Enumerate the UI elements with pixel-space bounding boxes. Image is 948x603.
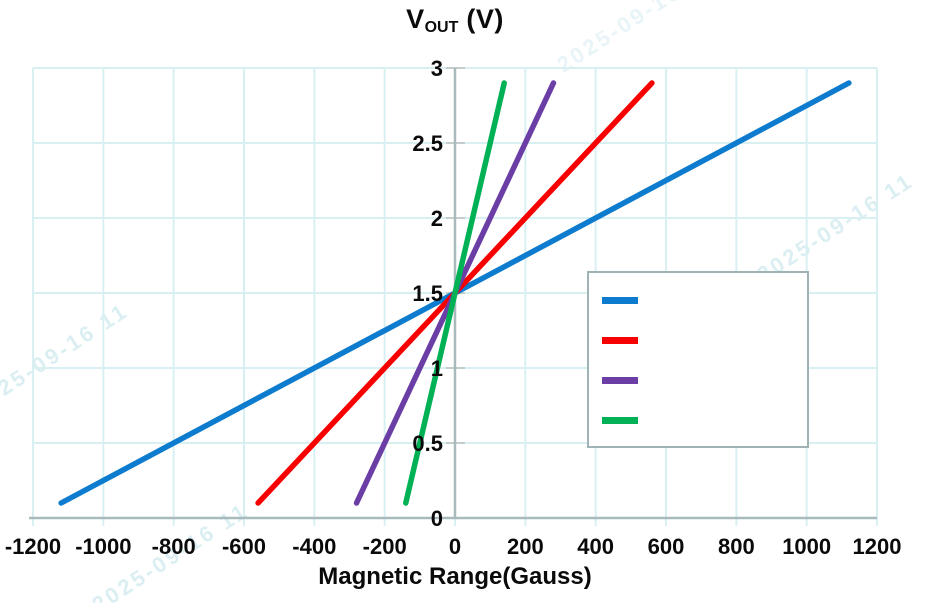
x-tick-label: 200 [507, 534, 544, 559]
chart-title-subscript: OUT [424, 19, 459, 36]
legend-swatch-red [602, 336, 638, 344]
y-tick-label: 0 [431, 506, 443, 531]
y-tick-label: 2 [431, 206, 443, 231]
chart-title-unit: (V) [458, 4, 504, 34]
legend [587, 271, 809, 448]
series-line-green [403, 80, 507, 506]
x-tick-label: -400 [292, 534, 336, 559]
y-tick-label: 1 [431, 356, 443, 381]
legend-item-red [589, 320, 807, 360]
y-tick-label: 0.5 [412, 431, 443, 456]
x-tick-label: -1000 [75, 534, 131, 559]
x-axis-title: Magnetic Range(Gauss) [318, 563, 592, 590]
x-tick-label: 1200 [853, 534, 902, 559]
legend-swatch-green [602, 416, 638, 424]
x-tick-label: 0 [449, 534, 461, 559]
legend-item-green [589, 400, 807, 440]
chart-title-base: V [406, 4, 425, 34]
chart-title: VOUT (V) [0, 4, 910, 37]
x-tick-label: -800 [152, 534, 196, 559]
y-tick-label: 3 [431, 56, 443, 81]
legend-swatch-purple [602, 376, 638, 384]
y-tick-label: 1.5 [412, 281, 443, 306]
legend-item-blue [589, 280, 807, 320]
x-tick-label: 1000 [782, 534, 831, 559]
x-tick-label: 400 [577, 534, 614, 559]
x-tick-label: -200 [363, 534, 407, 559]
legend-swatch-blue [602, 296, 638, 304]
x-tick-label: 600 [648, 534, 685, 559]
x-tick-label: -1200 [5, 534, 61, 559]
y-tick-label: 2.5 [412, 131, 443, 156]
x-tick-label: -600 [222, 534, 266, 559]
legend-item-purple [589, 360, 807, 400]
x-tick-label: 800 [718, 534, 755, 559]
